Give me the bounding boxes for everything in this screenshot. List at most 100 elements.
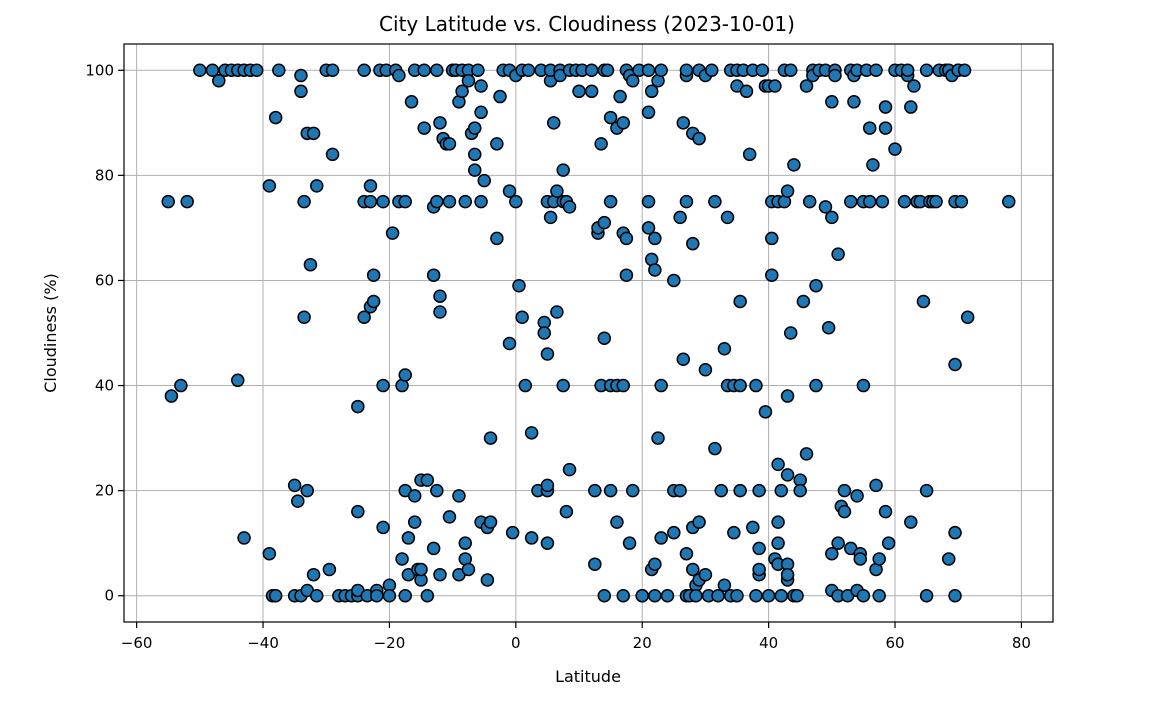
data-point	[161, 194, 175, 209]
data-point	[467, 163, 482, 177]
data-point	[667, 525, 681, 540]
data-point	[461, 74, 476, 88]
data-point	[825, 546, 839, 561]
data-point	[948, 588, 962, 603]
data-point	[733, 294, 747, 309]
data-point	[559, 504, 574, 519]
data-point	[780, 389, 795, 403]
data-point	[654, 63, 668, 78]
data-point	[433, 305, 447, 319]
data-point	[720, 210, 735, 225]
data-point	[509, 194, 523, 209]
data-point	[502, 336, 517, 351]
data-point	[322, 562, 337, 577]
data-point	[698, 567, 713, 582]
data-point	[774, 588, 789, 603]
data-point	[392, 68, 406, 83]
data-point	[483, 431, 498, 445]
data-point	[888, 142, 902, 156]
data-point	[420, 588, 435, 603]
data-point	[474, 79, 488, 93]
data-point	[828, 68, 842, 83]
data-point	[584, 63, 599, 78]
y-tick-label: 60	[95, 271, 114, 289]
data-point	[796, 294, 811, 309]
data-point	[847, 95, 861, 109]
data-point	[603, 483, 618, 498]
data-point	[679, 63, 694, 78]
data-point	[430, 194, 444, 209]
data-point	[686, 236, 700, 251]
data-point	[616, 588, 631, 603]
data-point	[948, 525, 962, 540]
data-point	[540, 536, 555, 550]
x-tick-label: −60	[121, 634, 153, 652]
data-point	[771, 536, 785, 550]
data-point	[603, 110, 618, 125]
data-point	[477, 173, 491, 188]
data-point	[325, 63, 340, 78]
data-point	[366, 268, 381, 282]
data-point	[799, 79, 814, 93]
data-point	[768, 79, 782, 93]
data-point	[957, 63, 972, 78]
data-point	[540, 478, 555, 493]
data-point	[524, 531, 539, 545]
data-point	[765, 268, 779, 282]
y-tick-label: 100	[85, 61, 114, 79]
data-point	[351, 504, 365, 519]
data-point	[556, 163, 570, 177]
data-point	[648, 588, 662, 603]
data-point	[370, 588, 384, 603]
data-point	[297, 194, 311, 209]
data-point	[635, 588, 649, 603]
data-point	[844, 194, 858, 209]
data-point	[774, 483, 789, 498]
data-point	[862, 194, 877, 209]
data-point	[588, 483, 602, 498]
data-point	[414, 562, 428, 577]
data-point	[878, 504, 893, 519]
data-point	[442, 137, 457, 151]
data-point	[733, 483, 747, 498]
data-point	[862, 121, 877, 135]
data-point	[287, 478, 302, 493]
data-point	[853, 552, 867, 566]
data-point	[730, 588, 744, 603]
data-point	[831, 536, 845, 550]
data-point	[588, 557, 602, 571]
y-tick-label: 80	[95, 166, 114, 184]
data-point	[458, 194, 473, 209]
data-point	[616, 378, 631, 393]
data-point	[262, 179, 277, 193]
data-point	[733, 378, 747, 393]
y-axis-label: Cloudiness (%)	[41, 273, 60, 393]
data-point	[654, 378, 668, 393]
data-point	[929, 194, 943, 209]
data-point	[809, 378, 823, 393]
data-point	[644, 84, 659, 99]
data-point	[174, 378, 188, 393]
data-point	[395, 552, 409, 566]
data-point	[714, 483, 728, 498]
data-point	[398, 368, 412, 382]
x-axis-label: Latitude	[555, 667, 621, 686]
data-point	[325, 147, 340, 162]
data-point	[673, 483, 687, 498]
data-point	[761, 588, 776, 603]
data-point	[752, 562, 766, 577]
data-point	[878, 100, 893, 114]
data-point	[783, 326, 798, 340]
data-point	[363, 179, 378, 193]
data-point	[831, 247, 845, 261]
data-point	[306, 567, 321, 582]
data-point	[193, 63, 207, 78]
data-point	[673, 210, 687, 225]
data-point	[625, 74, 640, 88]
data-point	[404, 95, 419, 109]
data-point	[550, 184, 564, 198]
data-point	[689, 588, 703, 603]
data-point	[603, 194, 618, 209]
data-point	[692, 515, 706, 529]
